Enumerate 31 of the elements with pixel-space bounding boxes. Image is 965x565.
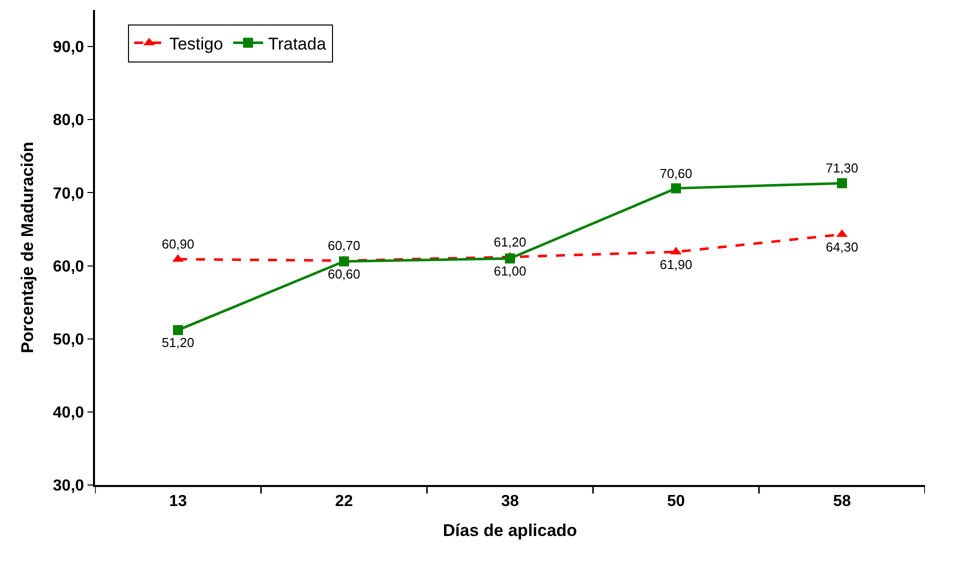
point [173,325,183,336]
point [505,253,515,264]
y-tick-label: 90,0 [52,39,84,56]
y-tick-label: 30,0 [52,478,84,495]
y-tick-label: 50,0 [52,331,84,348]
y-tick-label: 40,0 [52,404,84,422]
data-label: 64,30 [826,239,858,254]
x-axis-title: Días de aplicado [442,520,578,540]
y-tick-label: 60,0 [52,258,84,276]
x-tick-label: 50 [667,492,685,510]
point [837,178,847,188]
point [339,256,349,266]
y-tick-label: 80,0 [52,112,84,130]
x-tick-label: 13 [169,492,187,510]
data-label: 60,60 [328,266,360,282]
data-label: 61,90 [660,256,692,272]
data-label: 51,20 [162,335,194,350]
data-label: 70,60 [660,166,692,181]
legend-label: Tratada [268,34,327,54]
y-axis-title: Porcentaje de Maduración [18,142,37,354]
data-label: 60,70 [328,238,360,254]
data-label: 61,20 [494,234,526,250]
x-tick-label: 58 [833,492,851,510]
data-label: 60,90 [162,236,194,252]
x-tick-label: 38 [501,492,519,510]
data-label: 61,00 [494,263,526,278]
legend-label: Testigo [169,34,224,54]
x-tick-label: 22 [335,492,353,510]
point [671,183,681,194]
data-label: 71,30 [826,160,858,176]
y-tick-label: 70,0 [52,185,84,202]
